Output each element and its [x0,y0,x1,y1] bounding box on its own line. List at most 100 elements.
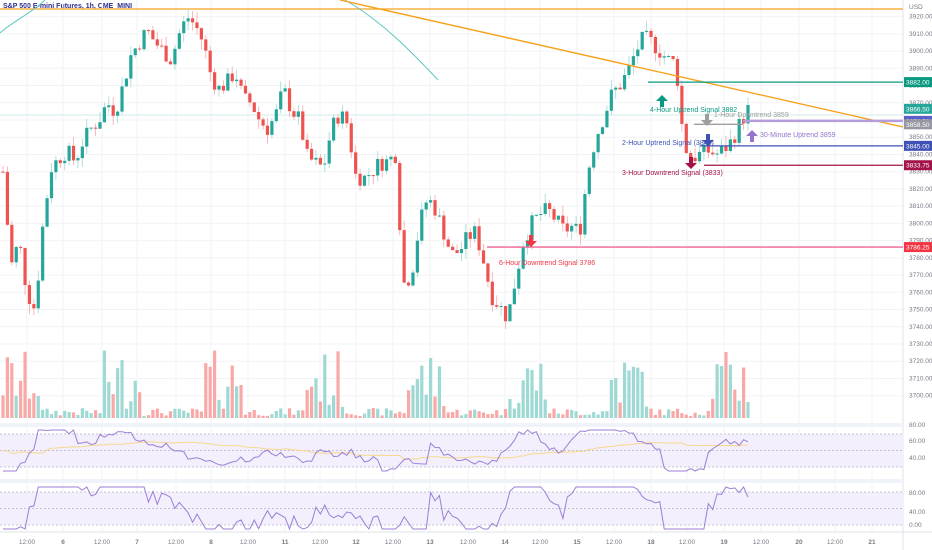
candle[interactable] [296,111,300,117]
candle[interactable] [697,151,702,162]
candle[interactable] [446,239,450,247]
candle[interactable] [261,119,265,126]
candle[interactable] [645,30,649,32]
candle[interactable] [63,160,67,164]
candle[interactable] [1,171,5,173]
candle[interactable] [204,39,208,51]
downtrend-line[interactable] [339,0,904,128]
candle[interactable] [684,123,688,153]
candle[interactable] [362,175,367,186]
candle[interactable] [146,30,151,32]
candle[interactable] [151,30,155,40]
candle[interactable] [574,223,578,226]
candle[interactable] [376,159,380,176]
candle[interactable] [728,139,732,152]
candle[interactable] [680,85,684,124]
candle[interactable] [323,163,327,165]
candle[interactable] [561,215,565,224]
candle[interactable] [279,91,283,110]
candle[interactable] [168,61,173,65]
candle[interactable] [627,65,631,76]
candle[interactable] [711,152,715,155]
candle[interactable] [340,111,345,124]
candle[interactable] [521,247,525,269]
candle[interactable] [305,139,309,149]
candle[interactable] [565,223,569,232]
candle[interactable] [116,111,120,116]
candle[interactable] [41,226,45,281]
candle[interactable] [715,153,719,155]
candle[interactable] [111,105,115,116]
candle[interactable] [481,250,486,264]
candle[interactable] [512,288,516,305]
candle[interactable] [138,48,142,50]
candle[interactable] [737,118,741,143]
candle[interactable] [27,285,32,305]
candle[interactable] [93,127,98,129]
candle[interactable] [252,102,256,113]
candle[interactable] [468,232,472,239]
candle[interactable] [442,215,446,240]
candle[interactable] [235,79,239,82]
candle[interactable] [600,127,605,134]
candle[interactable] [212,72,217,90]
candle[interactable] [239,79,243,86]
candle[interactable] [195,22,199,29]
candle[interactable] [173,48,177,65]
candle[interactable] [420,209,424,241]
candle[interactable] [693,157,697,162]
pane-separator[interactable] [0,423,903,427]
candle[interactable] [124,78,129,87]
candle[interactable] [724,145,728,152]
candle[interactable] [102,107,106,123]
candle[interactable] [49,172,54,199]
candle[interactable] [19,246,23,249]
candle[interactable] [702,144,706,152]
candle[interactable] [54,160,58,173]
candle[interactable] [217,85,221,90]
candle[interactable] [349,123,353,153]
candle[interactable] [98,122,102,129]
candle[interactable] [609,89,613,111]
candle[interactable] [265,125,270,135]
candle[interactable] [23,248,27,286]
candle[interactable] [534,214,539,216]
candle[interactable] [384,159,389,171]
candle[interactable] [556,215,561,220]
candle[interactable] [706,144,710,153]
candle[interactable] [578,223,583,235]
candle[interactable] [160,45,164,47]
candle[interactable] [618,87,622,90]
candle[interactable] [67,145,71,161]
candle[interactable] [570,225,574,232]
candle[interactable] [287,88,292,112]
candle[interactable] [58,160,62,164]
candle[interactable] [71,145,76,161]
candle[interactable] [371,175,375,177]
candle[interactable] [332,117,336,141]
candle[interactable] [503,306,508,322]
candle[interactable] [336,117,340,124]
candle[interactable] [587,167,591,194]
candle[interactable] [622,75,627,90]
candle[interactable] [309,148,314,160]
candle[interactable] [107,105,111,108]
candle[interactable] [583,193,587,235]
candle[interactable] [292,111,296,117]
candle[interactable] [429,200,433,203]
candle[interactable] [406,282,411,286]
candle[interactable] [525,240,530,248]
candle[interactable] [270,121,274,135]
candle[interactable] [614,87,618,90]
candle[interactable] [636,49,640,57]
candle[interactable] [424,202,428,210]
candle[interactable] [398,163,402,231]
candle[interactable] [415,240,419,273]
candle[interactable] [85,127,89,147]
candle[interactable] [746,104,750,124]
candle[interactable] [667,56,671,58]
candle[interactable] [517,268,521,289]
candle[interactable] [393,156,397,164]
candle[interactable] [689,152,693,158]
candle[interactable] [653,36,658,54]
